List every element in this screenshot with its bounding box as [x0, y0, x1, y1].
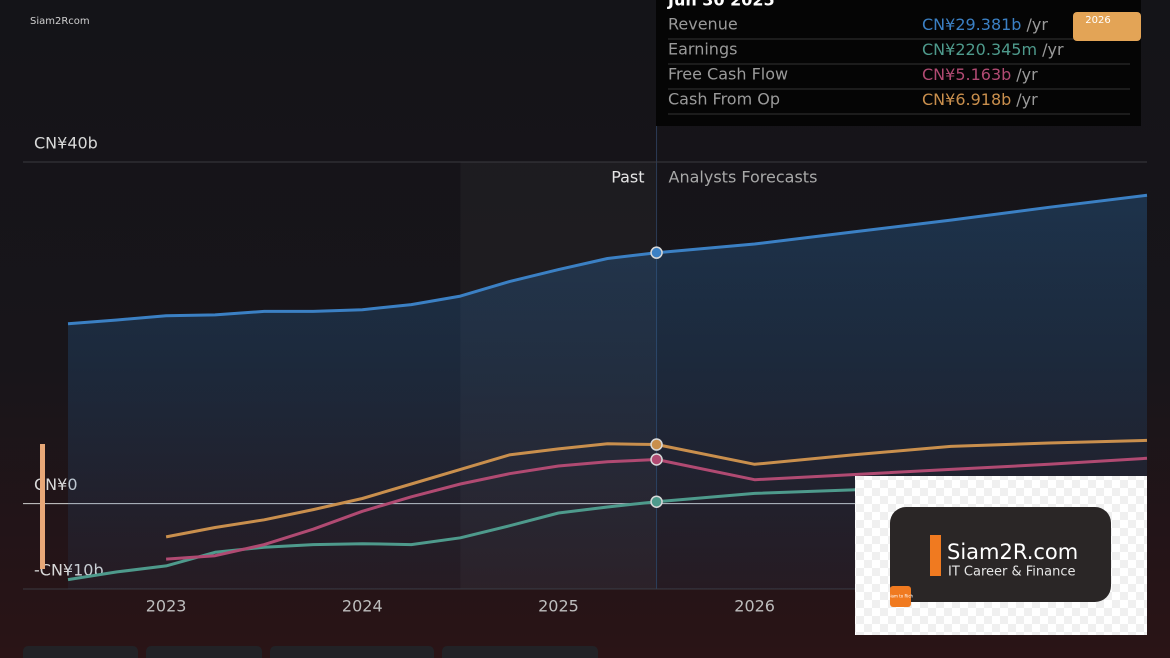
tooltip-value: CN¥5.163b/yr	[922, 65, 1038, 84]
tooltip-value: CN¥29.381b/yr	[922, 15, 1048, 34]
tooltip-value: CN¥220.345m/yr	[922, 40, 1064, 59]
forecast-point	[650, 246, 663, 259]
tooltip: Jun 30 2025 Revenue CN¥29.381b/yr Earnings…	[656, 0, 1141, 126]
watermark: Siam2R.com IT Career & Finance Siam to R…	[855, 476, 1147, 635]
badge-label: 2026	[1085, 15, 1110, 26]
brand: Siam2Rcom	[30, 16, 90, 27]
series-line	[165, 456, 1148, 561]
watermark-subtitle: IT Career & Finance	[948, 565, 1076, 580]
x-tick-label: 2023	[146, 597, 187, 616]
tooltip-label: Free Cash Flow	[668, 65, 788, 84]
tooltip-value-number: CN¥5.163b	[922, 65, 1011, 84]
badge	[1073, 12, 1141, 41]
tooltip-unit: /yr	[1026, 15, 1048, 34]
x-tick-label: 2025	[538, 597, 579, 616]
forecast-point	[650, 495, 663, 508]
forecast-point	[650, 438, 663, 451]
tooltip-value: CN¥6.918b/yr	[922, 90, 1038, 109]
forecast-point	[650, 453, 663, 466]
series-line	[165, 438, 1148, 539]
watermark-logo	[890, 586, 911, 607]
tooltip-unit: /yr	[1016, 90, 1038, 109]
watermark-title: Siam2R.com	[947, 540, 1078, 564]
tooltip-value-number: CN¥220.345m	[922, 40, 1037, 59]
forecast-label: Analysts Forecasts	[669, 168, 818, 187]
series-line	[67, 193, 1148, 326]
y-tick-label: CN¥40b	[34, 134, 98, 153]
tooltip-label: Cash From Op	[668, 90, 780, 109]
tooltip-label: Earnings	[668, 40, 737, 59]
tab[interactable]	[23, 646, 138, 658]
tooltip-value-number: CN¥29.381b	[922, 15, 1021, 34]
tooltip-label: Revenue	[668, 15, 738, 34]
tooltip-box	[656, 0, 1141, 126]
watermark-card	[890, 507, 1111, 602]
tooltip-unit: /yr	[1042, 40, 1064, 59]
x-tick-label: 2026	[734, 597, 775, 616]
watermark-logo-text: Siam to Rich	[888, 594, 914, 599]
tab[interactable]	[146, 646, 262, 658]
tab[interactable]	[270, 646, 434, 658]
tooltip-value-number: CN¥6.918b	[922, 90, 1011, 109]
bottom-tabs	[23, 646, 598, 658]
tooltip-date: Jun 30 2025	[667, 0, 775, 10]
tooltip-unit: /yr	[1016, 65, 1038, 84]
x-tick-label: 2024	[342, 597, 383, 616]
watermark-bar	[930, 535, 941, 576]
tab[interactable]	[442, 646, 598, 658]
past-label: Past	[611, 168, 644, 187]
legend-bar	[40, 444, 45, 569]
